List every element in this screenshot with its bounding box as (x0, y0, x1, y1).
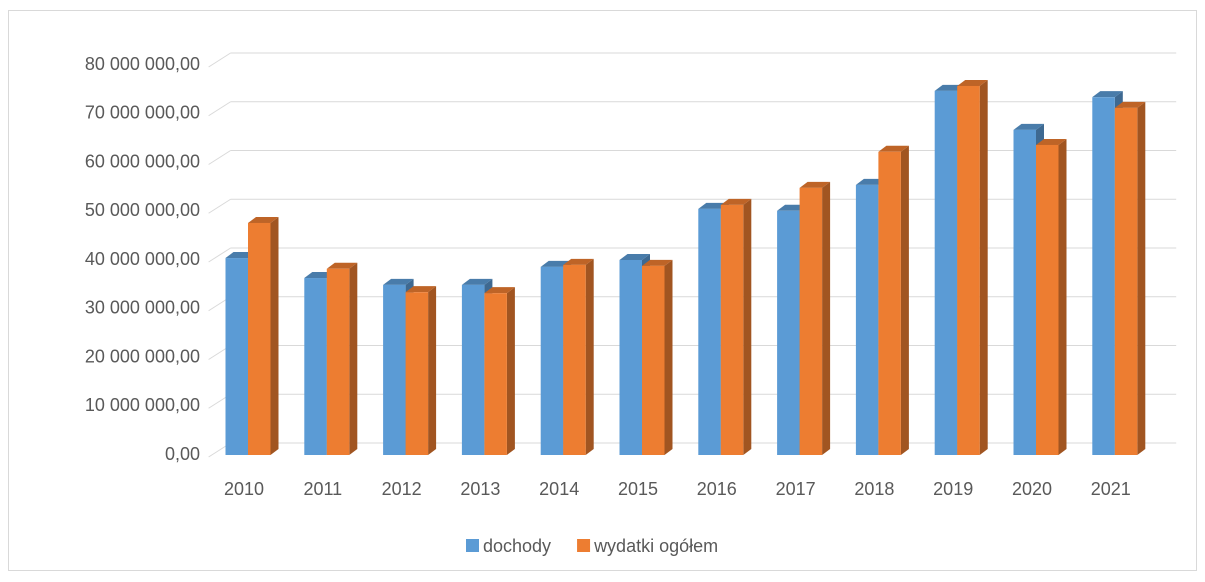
bar (855, 184, 879, 456)
x-tick-label: 2014 (539, 479, 579, 499)
bar-top (563, 258, 594, 265)
legend-label: wydatki ogółem (593, 536, 718, 556)
bar (405, 292, 429, 455)
bar (383, 284, 406, 455)
bar (1013, 129, 1036, 455)
y-tick-label: 30 000 000,00 (85, 298, 200, 318)
bar (934, 90, 958, 456)
x-tick-label: 2011 (303, 479, 342, 499)
bar (878, 151, 901, 455)
x-tick-label: 2013 (460, 479, 500, 499)
grid-line-depth (208, 150, 231, 165)
bar (304, 278, 327, 455)
bar (484, 293, 507, 455)
bar-side (270, 216, 279, 455)
grid-line-depth (208, 101, 231, 117)
grid-line-depth (208, 247, 231, 263)
bar-side (979, 79, 988, 456)
bar-top (1013, 123, 1044, 130)
bar-side (349, 262, 358, 455)
bar (642, 265, 665, 455)
bar (1092, 97, 1115, 456)
bar-top (1092, 91, 1123, 98)
x-tick-label: 2010 (224, 479, 264, 499)
legend-swatch (466, 539, 479, 552)
bar-top (642, 259, 673, 266)
y-tick-label: 10 000 000,00 (85, 395, 200, 415)
bar-top (1114, 101, 1146, 108)
x-tick-label: 2015 (618, 479, 658, 499)
x-tick-label: 2021 (1091, 479, 1131, 499)
bar-side (585, 258, 594, 455)
legend-label: dochody (483, 536, 551, 556)
bar-top (484, 287, 515, 294)
bar-top (957, 79, 988, 86)
bar (1036, 144, 1059, 455)
grid-line-depth (208, 198, 231, 214)
bar-top (1036, 138, 1067, 145)
bar-top (383, 278, 414, 285)
bar-top (619, 254, 650, 260)
bar-side (1137, 101, 1146, 456)
bar (619, 260, 642, 455)
y-tick-label: 50 000 000,00 (85, 200, 200, 220)
bar (461, 284, 485, 455)
bar-side (1058, 138, 1067, 455)
y-tick-label: 20 000 000,00 (85, 346, 200, 366)
bar (1114, 107, 1138, 456)
bar-side (506, 287, 515, 455)
y-tick-label: 0,00 (165, 444, 200, 464)
legend-swatch (577, 539, 591, 552)
bar (326, 268, 350, 455)
y-tick-label: 40 000 000,00 (85, 249, 200, 269)
y-tick-label: 60 000 000,00 (85, 151, 200, 171)
bar (777, 210, 800, 455)
bar (248, 222, 271, 455)
x-tick-label: 2012 (382, 479, 422, 499)
bar (225, 258, 248, 455)
y-tick-label: 70 000 000,00 (85, 103, 200, 123)
bar-top (248, 216, 279, 223)
bar (698, 208, 721, 455)
x-tick-label: 2019 (933, 479, 973, 499)
bar-top (326, 262, 358, 269)
chart-border (8, 10, 1197, 571)
bar (799, 187, 823, 455)
x-tick-label: 2018 (854, 479, 894, 499)
bar-side (900, 145, 909, 455)
bar-top (405, 286, 437, 293)
bar-side (743, 198, 752, 455)
x-tick-label: 2016 (697, 479, 737, 499)
bar (957, 85, 980, 456)
bar-top (878, 145, 909, 152)
bar (563, 264, 586, 455)
x-tick-label: 2020 (1012, 479, 1052, 499)
bar-top (799, 181, 831, 188)
bar-top (720, 198, 752, 205)
grid-line-depth (208, 52, 231, 68)
bar-top (461, 278, 493, 285)
bar (540, 266, 564, 455)
bar-side (428, 286, 437, 455)
y-tick-label: 80 000 000,00 (85, 54, 200, 74)
bar (720, 204, 744, 455)
bar-side (822, 181, 831, 455)
x-tick-label: 2017 (776, 479, 816, 499)
bar-side (664, 259, 673, 455)
